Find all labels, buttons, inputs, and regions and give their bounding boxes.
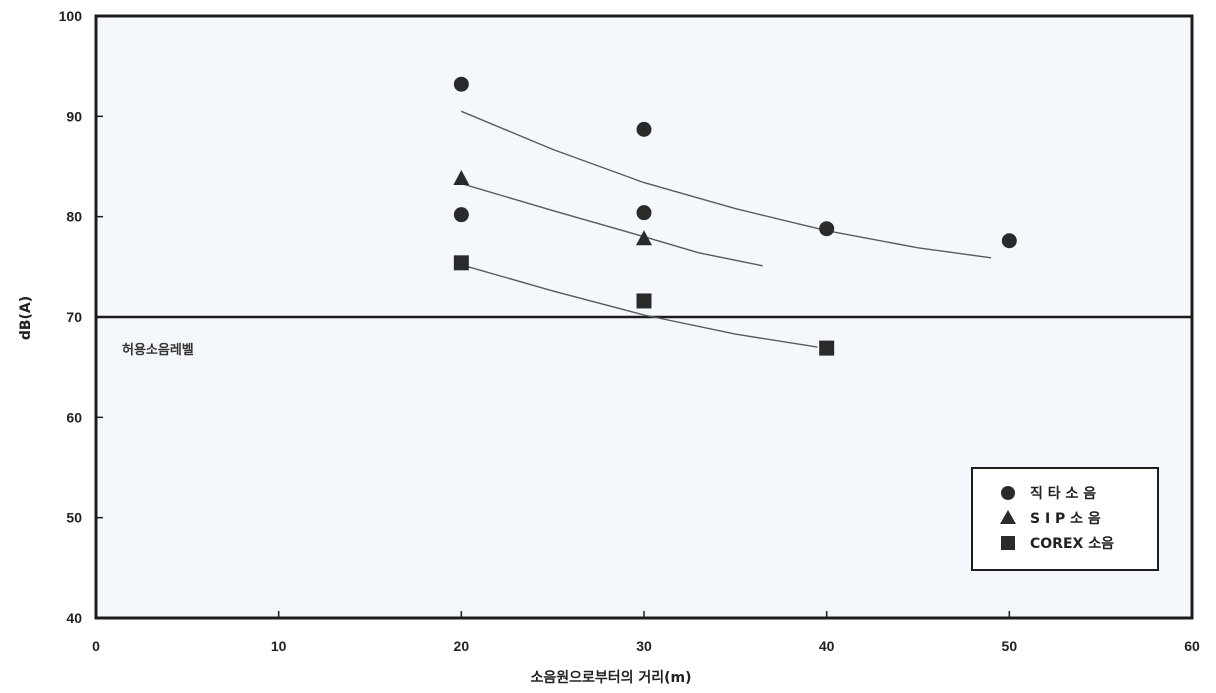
- data-point-circle: [636, 121, 652, 137]
- data-point-circle: [453, 207, 469, 223]
- x-axis-title: 소음원으로부터의 거리(m): [530, 669, 691, 686]
- point-layer: [453, 76, 1017, 356]
- data-point-circle: [1001, 233, 1017, 249]
- x-tick-label: 40: [819, 638, 835, 654]
- y-tick-label: 40: [66, 610, 82, 626]
- reference-line-label: 허용소음레벨: [122, 342, 194, 358]
- x-tick-label: 20: [454, 638, 470, 654]
- x-tick-label: 60: [1184, 638, 1200, 654]
- legend-label-series-3: COREX 소음: [1030, 536, 1114, 552]
- data-point-circle: [819, 221, 835, 237]
- x-tick-label: 30: [636, 638, 652, 654]
- y-axis-title: dB(A): [18, 296, 34, 340]
- data-point-circle: [453, 76, 469, 92]
- data-point-triangle: [453, 170, 470, 186]
- x-tick-label: 10: [271, 638, 287, 654]
- y-tick-label: 80: [66, 209, 82, 225]
- data-point-square: [819, 340, 835, 356]
- data-point-square: [636, 293, 652, 309]
- trend-line-series-3: [461, 264, 818, 348]
- legend-marker-triangle: [1000, 510, 1016, 524]
- trend-line-series-1: [461, 110, 992, 259]
- legend: 직 타 소 음 S I P 소 음 COREX 소음: [971, 467, 1159, 571]
- legend-marker-square: [1001, 536, 1015, 550]
- legend-label-series-1: 직 타 소 음: [1030, 485, 1096, 502]
- y-tick-label: 90: [66, 108, 82, 124]
- x-tick-label: 50: [1002, 638, 1018, 654]
- y-tick-label: 100: [59, 8, 83, 24]
- y-tick-label: 50: [66, 510, 82, 526]
- legend-label-series-2: S I P 소 음: [1030, 511, 1101, 527]
- y-tick-label: 70: [66, 309, 82, 325]
- tick-layer: 0 10 20 30 40 50 60 40 50 60 70 80 90 100: [59, 8, 1200, 654]
- data-point-square: [453, 255, 469, 271]
- data-point-triangle: [636, 230, 652, 246]
- legend-marker-circle: [1001, 486, 1015, 500]
- data-point-circle: [636, 205, 652, 221]
- y-tick-label: 60: [66, 409, 82, 425]
- x-tick-label: 0: [92, 638, 100, 654]
